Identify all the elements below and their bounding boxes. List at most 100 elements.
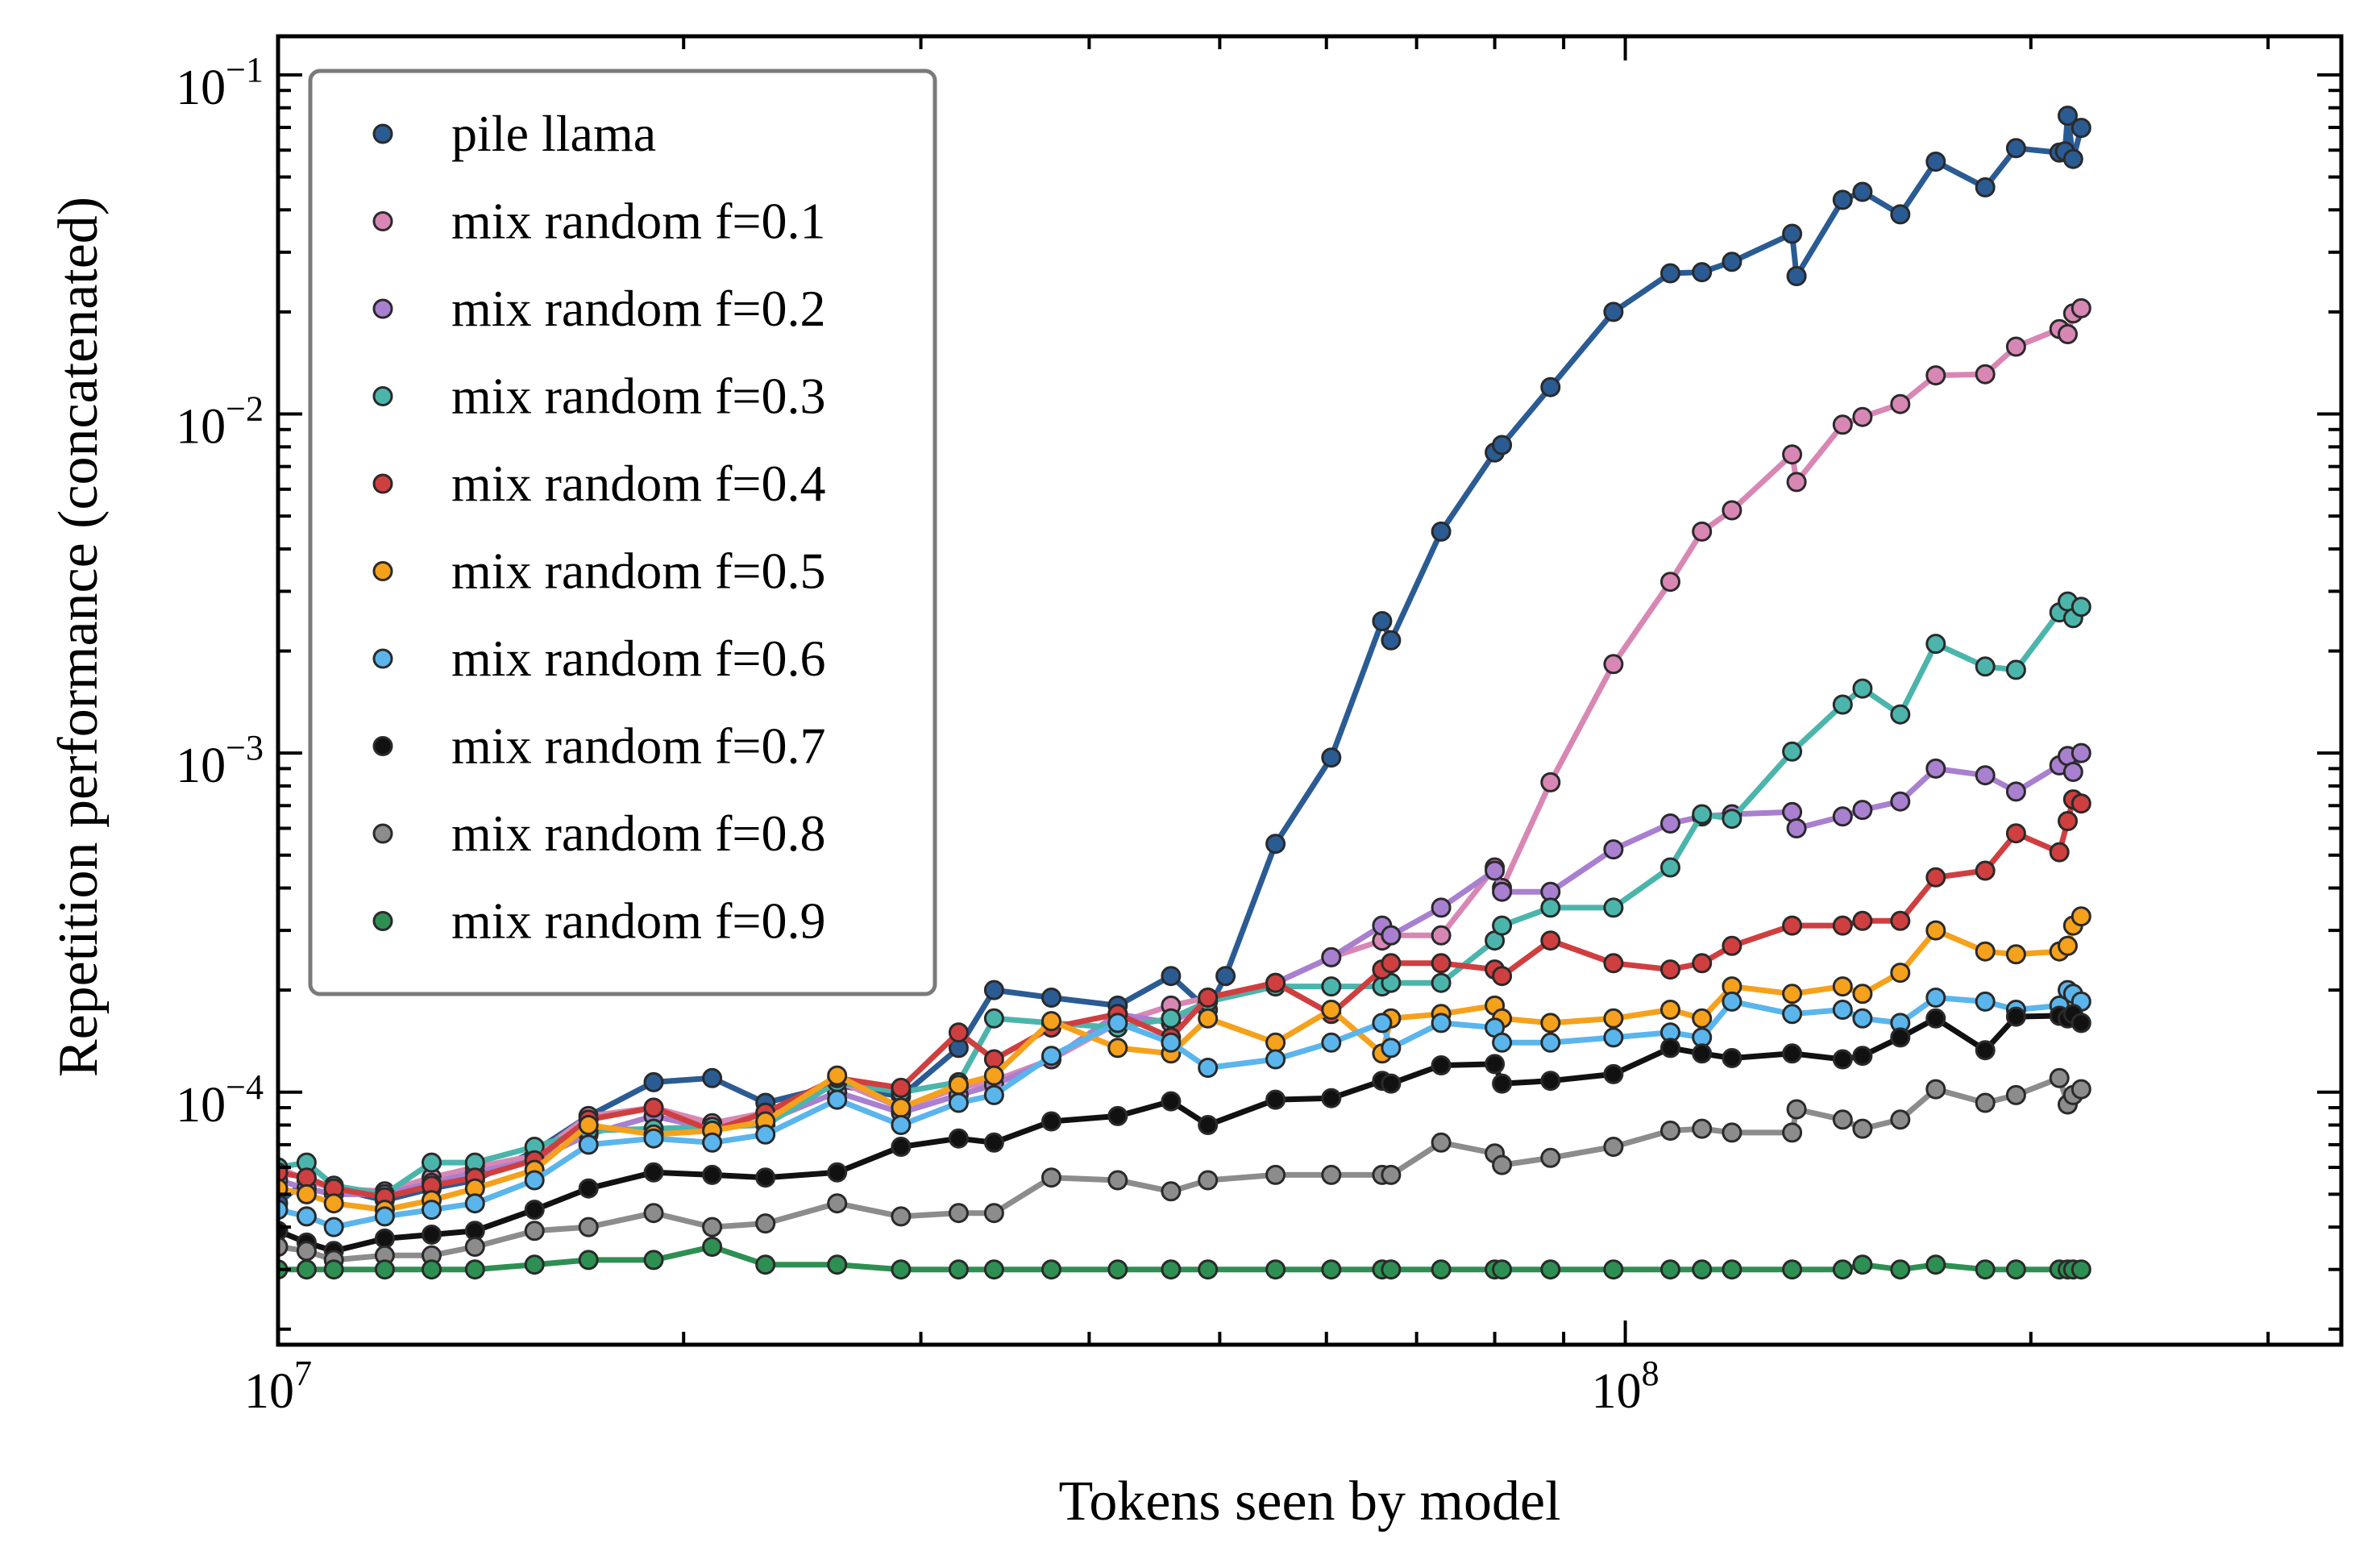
x-tick-label: 107 bbox=[244, 1354, 312, 1419]
data-point bbox=[1832, 1109, 1853, 1130]
legend-marker bbox=[372, 298, 393, 319]
data-point bbox=[2071, 297, 2091, 318]
data-point bbox=[2071, 742, 2091, 763]
data-point bbox=[1107, 1170, 1128, 1191]
data-point bbox=[1540, 897, 1561, 918]
legend-marker bbox=[372, 211, 393, 231]
data-point bbox=[1265, 1164, 1286, 1185]
series-8 bbox=[278, 1004, 2091, 1262]
data-point bbox=[1925, 758, 1946, 779]
data-point bbox=[374, 1259, 395, 1280]
legend-marker bbox=[372, 823, 393, 844]
data-point bbox=[578, 1250, 599, 1271]
legend: pile llama mix random f=0.1 mix random f=0… bbox=[308, 69, 937, 996]
data-point bbox=[374, 1228, 395, 1249]
data-point bbox=[578, 1115, 599, 1135]
data-point bbox=[1660, 1121, 1680, 1141]
data-point bbox=[891, 1259, 912, 1280]
data-point bbox=[1786, 1099, 1807, 1120]
data-point bbox=[2071, 1259, 2091, 1280]
data-point bbox=[2062, 762, 2083, 782]
data-point bbox=[2005, 781, 2026, 802]
data-point bbox=[1041, 1011, 1061, 1032]
data-point bbox=[1832, 694, 1853, 715]
data-point bbox=[2071, 118, 2091, 139]
data-point bbox=[643, 1128, 664, 1149]
data-point bbox=[827, 1065, 848, 1086]
data-point bbox=[1925, 1079, 1946, 1100]
data-point bbox=[1198, 1170, 1219, 1191]
data-point bbox=[1832, 976, 1853, 997]
data-point bbox=[1540, 1032, 1561, 1053]
data-point bbox=[1321, 747, 1342, 768]
data-point bbox=[1041, 1259, 1061, 1280]
data-point bbox=[1215, 966, 1236, 987]
data-point bbox=[1431, 521, 1452, 542]
data-point bbox=[1832, 414, 1853, 435]
data-point bbox=[1975, 941, 1996, 962]
data-point bbox=[1786, 266, 1807, 286]
data-point bbox=[2062, 148, 2083, 169]
data-point bbox=[983, 1065, 1004, 1086]
data-point bbox=[1492, 915, 1513, 936]
data-point bbox=[1782, 801, 1803, 822]
data-point bbox=[1782, 1004, 1803, 1025]
data-point bbox=[1492, 435, 1513, 455]
data-point bbox=[464, 1193, 485, 1214]
data-point bbox=[1041, 988, 1061, 1008]
data-point bbox=[1692, 1043, 1713, 1064]
data-point bbox=[1107, 1259, 1128, 1280]
y-tick-label: 10−1 bbox=[176, 50, 264, 115]
data-point bbox=[1540, 772, 1561, 792]
data-point bbox=[1321, 1032, 1342, 1053]
legend-label: mix random f=0.4 bbox=[451, 455, 825, 512]
data-point bbox=[1925, 867, 1946, 888]
data-point bbox=[1540, 1071, 1561, 1092]
series-9 bbox=[278, 1067, 2091, 1271]
data-point bbox=[755, 1124, 776, 1145]
data-point bbox=[1198, 1259, 1219, 1280]
data-point bbox=[2005, 823, 2026, 844]
data-point bbox=[702, 1067, 723, 1088]
data-point bbox=[1975, 177, 1996, 198]
data-point bbox=[1722, 1259, 1742, 1280]
y-tick-label: 10−4 bbox=[176, 1067, 264, 1133]
data-point bbox=[1925, 634, 1946, 655]
data-point bbox=[1107, 1013, 1128, 1034]
data-point bbox=[1381, 630, 1402, 651]
data-point bbox=[948, 1075, 969, 1096]
legend-label: mix random f=0.5 bbox=[451, 543, 825, 600]
data-point bbox=[524, 1221, 545, 1242]
data-point bbox=[1660, 1038, 1680, 1059]
data-point bbox=[1198, 1058, 1219, 1078]
data-point bbox=[1975, 364, 1996, 385]
data-point bbox=[1603, 897, 1624, 918]
data-point bbox=[1431, 972, 1452, 993]
data-point bbox=[2005, 1084, 2026, 1105]
data-point bbox=[827, 1254, 848, 1275]
data-point bbox=[1041, 1046, 1061, 1067]
data-point bbox=[1603, 1063, 1624, 1084]
data-point bbox=[1660, 263, 1680, 284]
data-point bbox=[1660, 959, 1680, 980]
data-point bbox=[1692, 953, 1713, 974]
data-point bbox=[827, 1089, 848, 1110]
legend-label: mix random f=0.1 bbox=[451, 193, 825, 250]
data-point bbox=[1485, 1054, 1506, 1075]
data-point bbox=[1492, 1032, 1513, 1053]
data-point bbox=[1372, 1013, 1393, 1034]
data-point bbox=[755, 1213, 776, 1234]
data-point bbox=[948, 1128, 969, 1149]
data-point bbox=[1540, 1147, 1561, 1168]
y-axis-title: Repetition performance (concatenated) bbox=[48, 197, 110, 1077]
data-point bbox=[1381, 925, 1402, 946]
data-point bbox=[891, 1097, 912, 1118]
data-point bbox=[702, 1217, 723, 1237]
data-point bbox=[1381, 1164, 1402, 1185]
data-point bbox=[422, 1225, 442, 1245]
data-point bbox=[2005, 1006, 2026, 1027]
data-point bbox=[891, 1137, 912, 1157]
data-point bbox=[1782, 741, 1803, 762]
data-point bbox=[2049, 842, 2070, 863]
legend-marker bbox=[372, 473, 393, 494]
